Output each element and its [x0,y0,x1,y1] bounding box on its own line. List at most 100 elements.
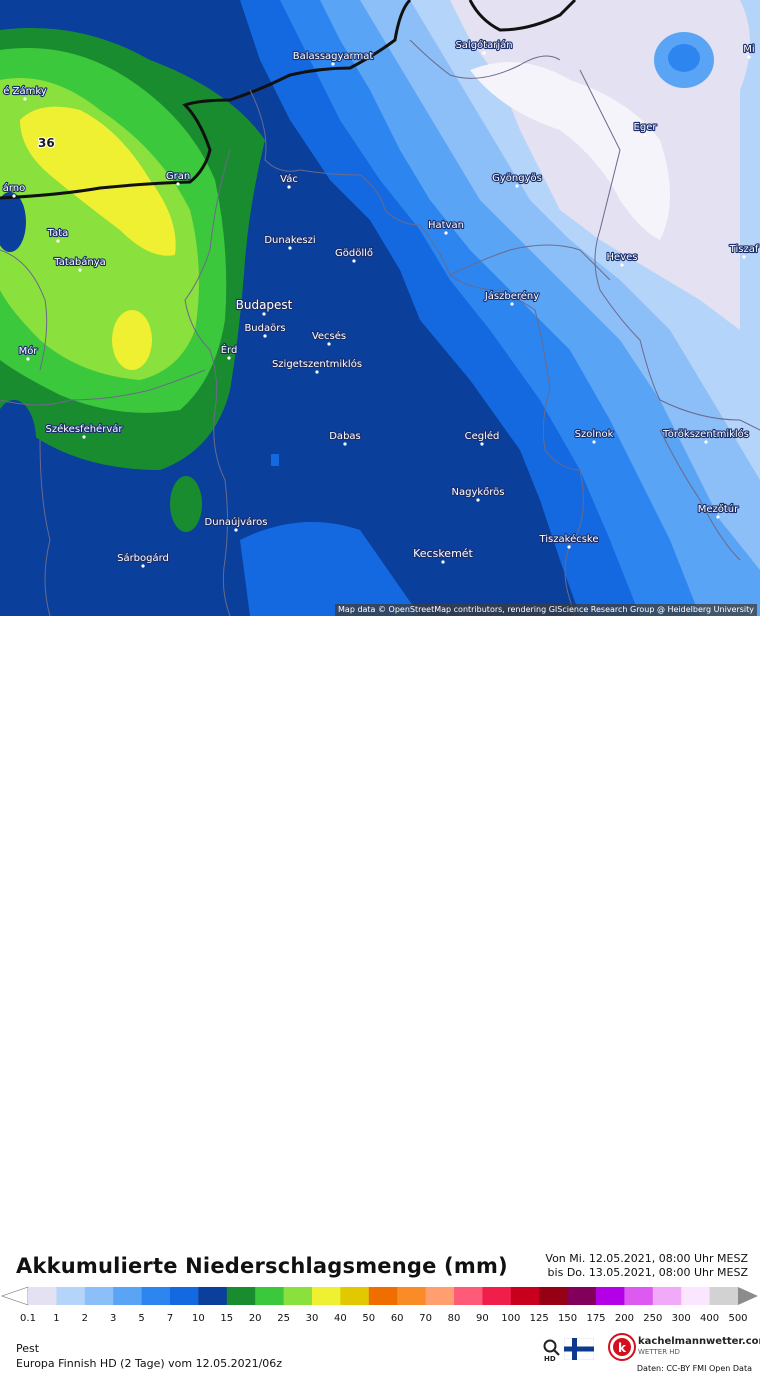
region-name: Pest [16,1342,40,1355]
precip-spot-ne-core [668,44,700,72]
svg-text:HD: HD [544,1355,556,1362]
scale-tick-label: 7 [166,1313,174,1324]
map-canvas: Balassagyarmat Salgótarján Eger Gyöngyös Hat… [0,0,760,616]
city-dot [515,184,519,188]
country-border [0,0,412,200]
scale-tick-label: 5 [138,1313,145,1324]
scale-arrow-low [1,1286,29,1306]
time-range-to: bis Do. 13.05.2021, 08:00 Uhr MESZ [547,1266,748,1279]
city-dot [176,182,180,186]
scale-tick-label: 0.1 [20,1313,36,1324]
scale-cell [226,1287,256,1305]
city-dot [12,194,16,198]
city-label: Mezőtúr [698,503,739,515]
city-label: Jászberény [484,290,539,302]
scale-tick-label: 400 [700,1313,720,1324]
city-dot [288,246,292,250]
scale-cell [141,1287,171,1305]
scale-tick-label: 70 [419,1313,432,1324]
scale-cell [397,1287,427,1305]
city-dot [315,370,319,374]
city-label: Tatabánya [53,256,106,268]
scale-tick-label: 25 [277,1313,290,1324]
city-label: Eger [634,122,658,133]
city-label: Törökszentmiklós [662,428,749,440]
precip-spot-dabas [271,454,279,466]
city-dot [510,302,514,306]
city-label: Nagykőrös [451,486,504,498]
city-dot [234,528,238,532]
city-label: Budapest [236,298,293,312]
scale-tick-label: 30 [305,1313,319,1324]
finland-flag-icon [564,1338,594,1360]
city-dot [567,545,571,549]
scale-cell [709,1287,739,1305]
city-label: Vecsés [312,330,346,342]
city-label: Érd [221,343,238,356]
scale-cell [454,1287,483,1305]
city-dot [480,442,484,446]
city-label: é Zámky [3,85,46,97]
scale-cell [84,1287,114,1305]
precip-spot-west-blue2 [0,400,36,480]
scale-tick-label: 20 [248,1313,262,1324]
city-label: árno [3,182,26,194]
scale-tick-label: 50 [362,1313,376,1324]
city-dot [263,334,267,338]
scale-tick-label: 500 [728,1313,748,1324]
scale-tick-label: 125 [529,1313,549,1324]
city-dot [141,564,145,568]
data-source: Daten: CC-BY FMI Open Data [636,1364,752,1373]
city-label: Mór [19,345,39,357]
city-labels: Balassagyarmat Salgótarján Eger Gyöngyös Hat… [2,38,760,568]
city-label: Vác [280,173,298,185]
scale-cell [283,1287,313,1305]
precip-area-dry [470,62,670,240]
scale-tick-labels: 0.1 1 2 3 5 7 10 15 20 25 30 40 50 60 70 80 90 100 125 150 1… [0,1313,760,1327]
city-dot [343,442,347,446]
scale-cell [340,1287,370,1305]
scale-cell [567,1287,597,1305]
scale-arrow-high [738,1287,758,1305]
scale-tick-label: 60 [390,1313,404,1324]
legend-footer: Akkumulierte Niederschlagsmenge (mm) Von… [0,616,760,1373]
country-border-ne [468,0,577,32]
city-label: Gran [166,171,190,182]
scale-cell [56,1287,86,1305]
scale-cell [596,1287,625,1305]
scale-tick-label: 300 [671,1313,691,1324]
scale-tick-label: 80 [447,1313,461,1324]
chart-title: Akkumulierte Niederschlagsmenge (mm) [16,1254,508,1278]
city-dot [26,357,30,361]
scale-tick-label: 2 [81,1313,88,1324]
scale-tick-label: 250 [643,1313,663,1324]
city-label: Tiszaf [729,244,759,255]
city-dot [476,498,480,502]
city-label: Salgótarján [455,39,512,51]
scale-tick-label: 10 [192,1313,205,1324]
city-label: Szigetszentmiklós [272,358,362,370]
city-label: Balassagyarmat [293,51,374,62]
scale-tick-label: 150 [558,1313,578,1324]
city-label: Heves [607,252,638,263]
precip-area-30-40 [20,106,176,256]
kachelmann-logo-icon: k [608,1333,636,1361]
city-label: Dunaújváros [205,516,268,528]
brand-logo[interactable]: k kachelmannwetter.com WETTER HD [608,1333,760,1361]
county-borders [0,39,760,616]
scale-tick-label: 100 [501,1313,521,1324]
scale-cell [113,1287,143,1305]
hd-search-icon[interactable]: HD [542,1338,562,1362]
scale-cell [510,1287,540,1305]
precip-area-7-10-south [240,522,420,616]
precipitation-map[interactable]: Balassagyarmat Salgótarján Eger Gyöngyös Hat… [0,0,760,616]
city-label: Cegléd [465,430,500,442]
city-dot [23,97,27,101]
city-dot [56,239,60,243]
city-dot [592,440,596,444]
city-dot [82,435,86,439]
scale-cell [539,1287,569,1305]
city-dot [716,515,720,519]
scale-cell [425,1287,455,1305]
city-dot [227,356,231,360]
